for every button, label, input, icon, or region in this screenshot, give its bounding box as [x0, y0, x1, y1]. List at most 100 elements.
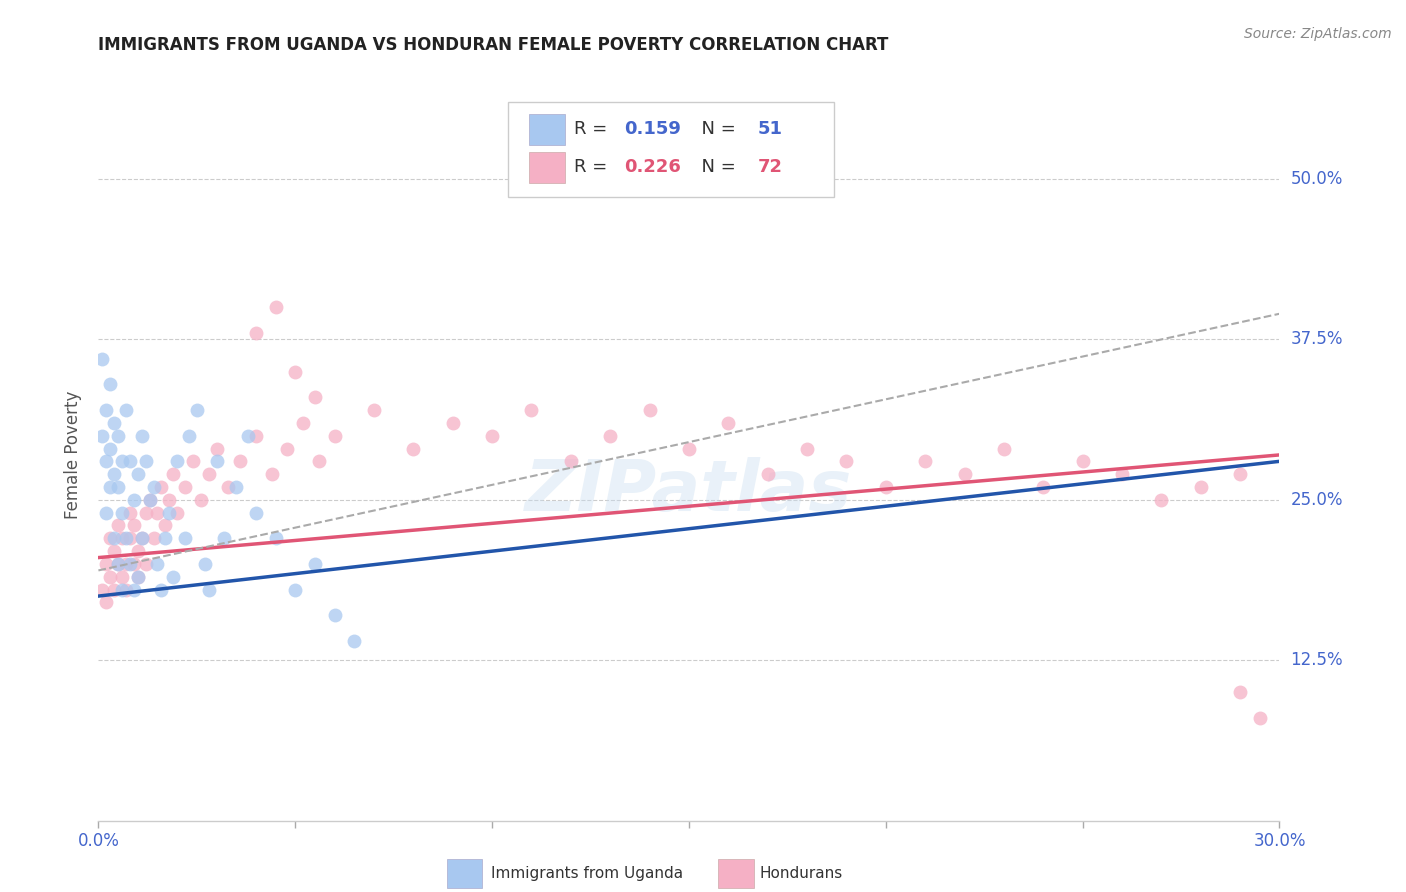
Point [131, 428, 153, 442]
Point [914, 454, 936, 468]
Point [402, 442, 425, 456]
Point [225, 480, 247, 494]
Point [96, 403, 118, 417]
Point [131, 532, 153, 546]
Point [560, 454, 582, 468]
Text: Source: ZipAtlas.com: Source: ZipAtlas.com [1244, 27, 1392, 41]
Point [264, 301, 287, 315]
Point [127, 544, 149, 558]
FancyBboxPatch shape [508, 102, 834, 197]
Point [142, 532, 165, 546]
Point [135, 557, 157, 571]
Point [441, 416, 464, 430]
Point [107, 480, 129, 494]
Point [142, 480, 165, 494]
Point [166, 454, 188, 468]
Point [115, 557, 138, 571]
Point [150, 582, 173, 597]
Point [118, 454, 141, 468]
Point [520, 403, 543, 417]
Point [96, 557, 118, 571]
Point [205, 442, 228, 456]
Point [284, 582, 307, 597]
Point [638, 403, 661, 417]
Point [174, 532, 197, 546]
Point [127, 467, 149, 482]
Point [323, 428, 346, 442]
Point [236, 428, 259, 442]
Text: 0.159: 0.159 [624, 120, 681, 138]
Point [304, 390, 326, 404]
Point [1150, 492, 1173, 507]
Point [131, 532, 153, 546]
Point [993, 442, 1015, 456]
Text: R =: R = [575, 120, 613, 138]
Point [1189, 480, 1212, 494]
Text: 50.0%: 50.0% [1291, 170, 1343, 188]
Point [155, 532, 177, 546]
Point [111, 532, 134, 546]
Y-axis label: Female Poverty: Female Poverty [65, 391, 83, 519]
Point [166, 506, 188, 520]
Text: 25.0%: 25.0% [1291, 491, 1343, 508]
Point [284, 364, 307, 378]
Point [197, 582, 219, 597]
Point [323, 608, 346, 623]
Point [308, 454, 330, 468]
Text: N =: N = [690, 120, 741, 138]
Point [107, 518, 129, 533]
Point [1229, 467, 1251, 482]
Point [1111, 467, 1133, 482]
Point [875, 480, 897, 494]
Point [98, 532, 121, 546]
Point [177, 428, 200, 442]
Point [111, 506, 134, 520]
Point [678, 442, 700, 456]
Point [276, 442, 298, 456]
FancyBboxPatch shape [718, 859, 754, 888]
Text: ZIPatlas: ZIPatlas [526, 457, 852, 526]
Point [91, 428, 114, 442]
Text: 12.5%: 12.5% [1291, 651, 1343, 669]
Point [1249, 711, 1271, 725]
Point [118, 506, 141, 520]
Point [135, 506, 157, 520]
FancyBboxPatch shape [530, 114, 565, 145]
Point [304, 557, 326, 571]
Point [91, 582, 114, 597]
Point [107, 428, 129, 442]
Point [118, 532, 141, 546]
Point [98, 377, 121, 392]
Point [146, 557, 169, 571]
Point [835, 454, 858, 468]
Point [98, 480, 121, 494]
Point [343, 634, 366, 648]
Text: N =: N = [690, 159, 741, 177]
Point [194, 557, 217, 571]
Point [245, 326, 267, 340]
Text: Immigrants from Uganda: Immigrants from Uganda [491, 866, 683, 880]
Point [91, 351, 114, 366]
Point [292, 416, 315, 430]
Point [1032, 480, 1054, 494]
Point [103, 544, 125, 558]
Point [107, 557, 129, 571]
Point [96, 595, 118, 609]
Point [98, 570, 121, 584]
Point [122, 492, 145, 507]
Text: 72: 72 [758, 159, 783, 177]
Point [138, 492, 160, 507]
Point [197, 467, 219, 482]
Point [122, 518, 145, 533]
Point [481, 428, 503, 442]
Point [150, 480, 173, 494]
Point [98, 442, 121, 456]
Point [717, 416, 740, 430]
Point [103, 416, 125, 430]
Point [103, 582, 125, 597]
Point [103, 532, 125, 546]
Point [264, 532, 287, 546]
Point [174, 480, 197, 494]
Point [260, 467, 283, 482]
Text: IMMIGRANTS FROM UGANDA VS HONDURAN FEMALE POVERTY CORRELATION CHART: IMMIGRANTS FROM UGANDA VS HONDURAN FEMAL… [98, 36, 889, 54]
